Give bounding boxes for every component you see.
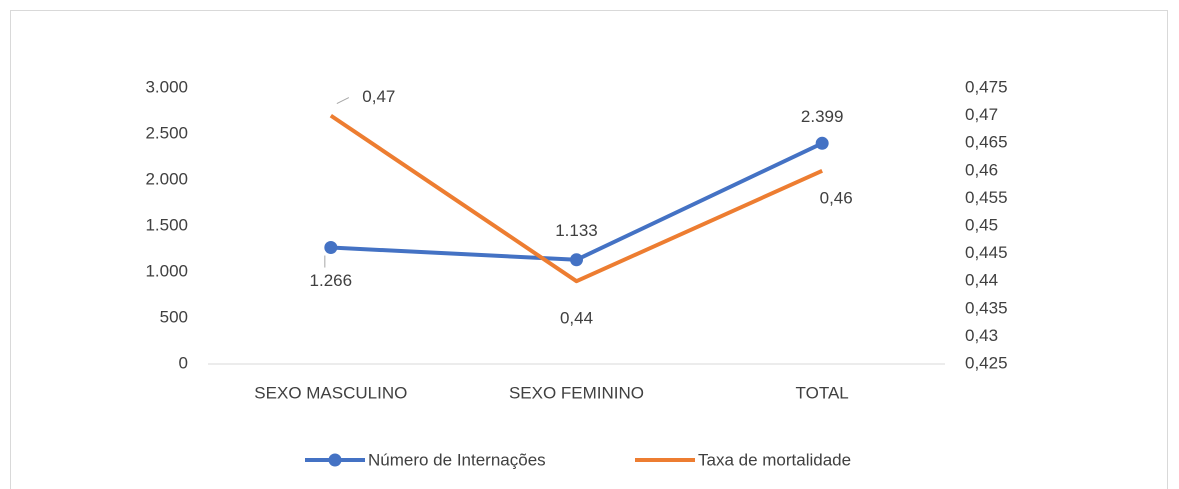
x-tick-label: SEXO MASCULINO xyxy=(254,383,407,402)
leader-line xyxy=(336,97,350,105)
y2-tick-label: 0,475 xyxy=(965,77,1008,96)
data-label: 0,44 xyxy=(560,309,593,328)
series-line xyxy=(330,141,824,262)
data-label: 1.133 xyxy=(555,221,598,240)
data-label: 2.399 xyxy=(801,107,844,126)
y2-tick-label: 0,455 xyxy=(965,188,1008,207)
y-tick-label: 2.500 xyxy=(145,123,188,142)
y2-tick-label: 0,44 xyxy=(965,271,998,290)
y2-tick-label: 0,445 xyxy=(965,243,1008,262)
y2-tick-label: 0,465 xyxy=(965,133,1008,152)
y2-tick-label: 0,425 xyxy=(965,353,1008,372)
series-line xyxy=(329,113,823,284)
y2-tick-label: 0,47 xyxy=(965,105,998,124)
y2-tick-label: 0,43 xyxy=(965,326,998,345)
y2-tick-label: 0,46 xyxy=(965,160,998,179)
y-tick-label: 500 xyxy=(160,307,188,326)
y-tick-label: 0 xyxy=(179,353,188,372)
legend-label: Taxa de mortalidade xyxy=(698,450,851,469)
x-tick-label: TOTAL xyxy=(796,383,849,402)
y-tick-label: 3.000 xyxy=(145,77,188,96)
y-tick-label: 2.000 xyxy=(145,169,188,188)
marker xyxy=(324,241,338,255)
marker xyxy=(815,136,829,150)
y-tick-label: 1.000 xyxy=(145,261,188,280)
data-label: 0,47 xyxy=(362,87,395,106)
marker xyxy=(570,253,583,267)
y-tick-label: 1.500 xyxy=(145,215,188,234)
legend-label: Número de Internações xyxy=(368,450,546,469)
chart-border xyxy=(10,10,1168,489)
x-tick-label: SEXO FEMININO xyxy=(509,383,644,402)
data-label: 0,46 xyxy=(820,188,853,207)
data-label: 1.266 xyxy=(310,271,353,290)
legend-marker xyxy=(328,453,342,467)
y2-tick-label: 0,435 xyxy=(965,298,1008,317)
y2-tick-label: 0,45 xyxy=(965,215,998,234)
